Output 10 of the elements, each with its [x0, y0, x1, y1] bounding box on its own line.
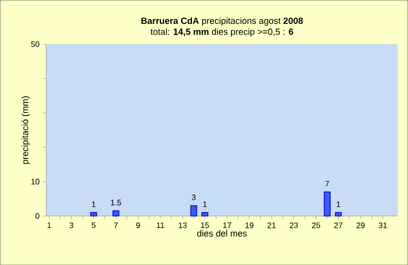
x-axis-title: dies del mes [197, 230, 247, 236]
y-axis-title: precipitació (mm) [21, 96, 30, 164]
bar [201, 212, 208, 216]
chart-subtitle: total: 14,5 mm dies precip >=0,5 : 6 [150, 28, 294, 37]
bar [90, 212, 98, 216]
chart-title: Barruera CdA precipitacions agost 2008 [141, 17, 303, 26]
bar [190, 205, 198, 216]
bar [334, 212, 342, 216]
bar [112, 210, 120, 216]
bar [324, 191, 331, 216]
